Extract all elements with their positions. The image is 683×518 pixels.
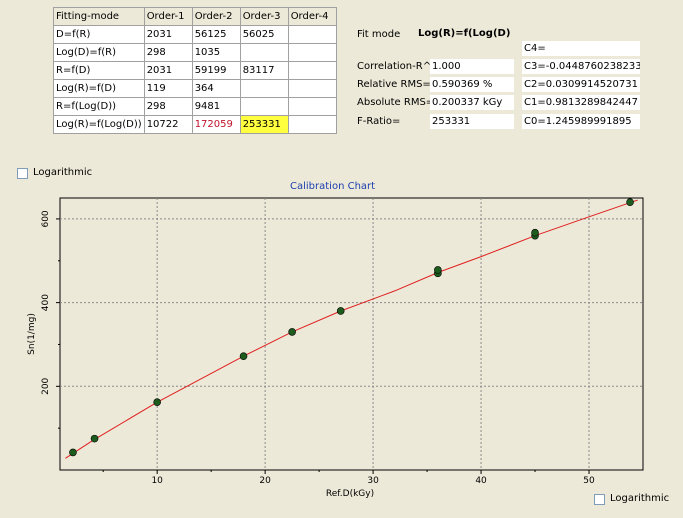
absolute-rms-label: Absolute RMS= <box>357 97 435 108</box>
absolute-rms-value: 0.200337 kGy <box>430 95 514 110</box>
fit-mode-label: Fit mode <box>357 29 401 40</box>
f-ratio-label: F-Ratio= <box>357 116 401 127</box>
data-points <box>69 198 634 457</box>
x-tick-label: 30 <box>367 476 379 486</box>
data-point <box>336 307 345 315</box>
y-axis-label: Sn(1/mg) <box>27 313 37 355</box>
y-tick-label: 200 <box>41 377 51 394</box>
logarithmic-y-checkbox[interactable] <box>17 168 28 179</box>
data-point <box>239 352 248 360</box>
x-tick-label: 10 <box>151 476 163 486</box>
coefficient-c3: C3=-0.0448760238233 <box>522 59 640 74</box>
correlation-value: 1.000 <box>430 59 514 74</box>
logarithmic-x-label[interactable]: Logarithmic <box>610 493 670 504</box>
correlation-label: Correlation-R^2= <box>357 61 446 72</box>
coefficient-c1: C1=0.9813289842447 <box>522 95 640 110</box>
fit-mode-value: Log(R)=f(Log(D) <box>418 28 511 39</box>
logarithmic-y-label[interactable]: Logarithmic <box>33 167 93 178</box>
data-point <box>531 228 539 237</box>
plot-area <box>59 197 644 471</box>
order-value-cell[interactable]: 253331 <box>239 115 289 134</box>
coefficient-c4: C4= <box>522 41 640 56</box>
table-header-row: Fitting-mode Order-1 Order-2 Order-3 Order-4 <box>53 7 337 26</box>
data-point <box>90 434 99 443</box>
data-point <box>288 328 296 336</box>
fitting-mode-cell[interactable]: Log(D)=f(R) <box>53 43 145 62</box>
x-tick-label: 50 <box>583 476 595 486</box>
data-point <box>153 398 161 407</box>
order-value-cell[interactable] <box>287 115 337 134</box>
y-tick-label: 600 <box>41 210 51 227</box>
x-tick-label: 20 <box>259 476 271 486</box>
data-point <box>434 266 442 274</box>
relative-rms-value: 0.590369 % <box>430 77 514 92</box>
chart-title: Calibration Chart <box>290 181 376 192</box>
column-header[interactable]: Order-4 <box>287 7 337 26</box>
fit-curve <box>65 199 638 459</box>
table-row[interactable]: Log(D)=f(R) 298 1035 <box>53 43 337 62</box>
y-tick-label: 400 <box>41 294 51 311</box>
x-tick-label: 40 <box>475 476 487 486</box>
logarithmic-x-checkbox[interactable] <box>594 494 605 505</box>
x-axis-label: Ref.D(kGy) <box>326 489 374 499</box>
table-row[interactable]: R=f(D) 2031 59199 83117 <box>53 61 337 80</box>
table-row[interactable]: R=f(Log(D)) 298 9481 <box>53 97 337 116</box>
column-header[interactable]: Order-2 <box>191 7 241 26</box>
data-point <box>626 198 634 206</box>
f-ratio-value: 253331 <box>430 114 514 129</box>
table-row[interactable]: Log(R)=f(Log(D)) 10722 172059 253331 <box>53 115 337 134</box>
relative-rms-label: Relative RMS= <box>357 79 431 90</box>
fitting-mode-cell[interactable]: R=f(Log(D)) <box>53 97 145 116</box>
fitting-mode-table: Fitting-mode Order-1 Order-2 Order-3 Order-4… <box>53 7 337 134</box>
grid <box>60 198 643 470</box>
axis-ticks: 10 20 30 40 50 200 400 600 <box>41 210 595 486</box>
coefficient-c2: C2=0.0309914520731 <box>522 77 640 92</box>
data-point <box>69 448 77 457</box>
fitting-mode-cell[interactable]: R=f(D) <box>53 61 145 80</box>
coefficient-c0: C0=1.245989991895 <box>522 114 640 129</box>
